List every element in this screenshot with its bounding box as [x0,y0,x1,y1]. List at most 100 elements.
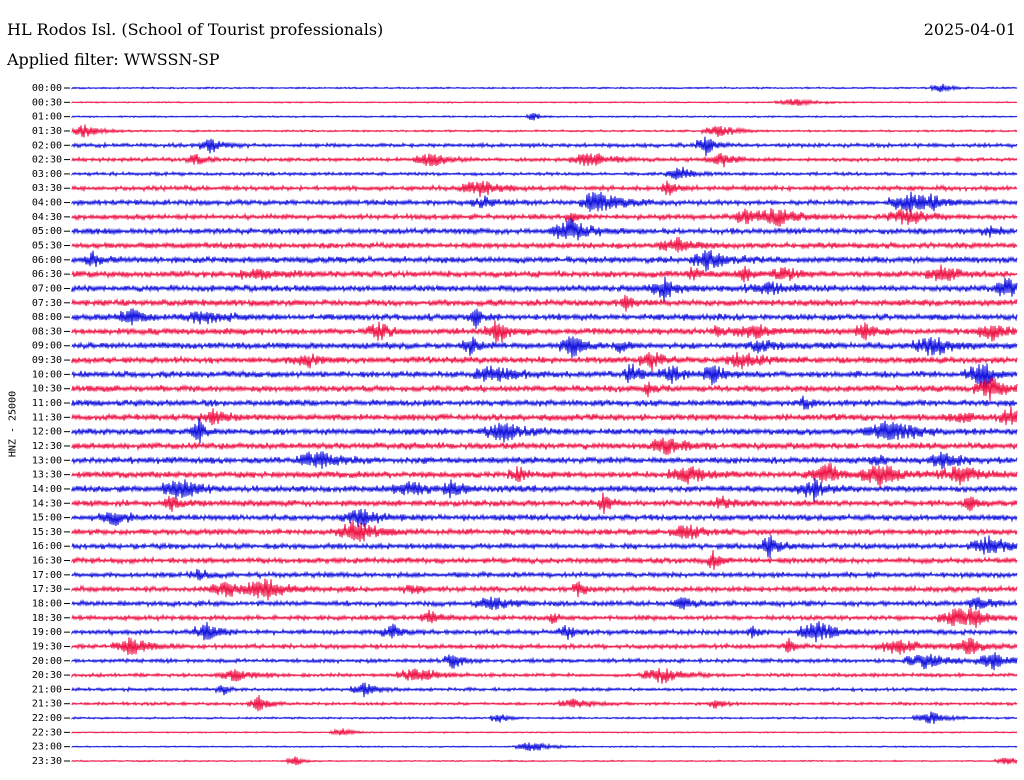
seismic-trace [71,637,1018,655]
row-time-label: 10:30 [32,384,62,395]
row-time-label: 20:30 [32,670,62,681]
row-time-label: 09:30 [32,355,62,366]
seismic-trace [71,478,1018,503]
seismic-trace [71,578,1018,601]
row-time-label: 19:30 [32,641,62,652]
seismic-trace [71,492,1018,515]
seismic-trace [71,652,1018,671]
seismic-trace [71,742,1018,752]
row-time-label: 10:00 [32,369,62,380]
seismic-trace [71,320,1018,344]
row-time-label: 07:00 [32,283,62,294]
seismic-trace [71,377,1018,401]
row-time-label: 21:30 [32,699,62,710]
row-time-label: 14:00 [32,484,62,495]
seismic-trace [71,217,1018,241]
row-time-label: 04:30 [32,212,62,223]
row-time-label: 05:30 [32,241,62,252]
row-time-label: 01:30 [32,126,62,137]
row-time-label: 18:30 [32,613,62,624]
seismic-trace [71,351,1018,372]
row-time-label: 06:00 [32,255,62,266]
seismic-trace [71,124,1018,138]
row-time-label: 17:00 [32,570,62,581]
row-time-label: 00:00 [32,83,62,94]
seismic-trace [71,250,1018,272]
seismic-trace [71,236,1018,253]
row-time-label: 06:30 [32,269,62,280]
row-time-label: 20:00 [32,656,62,667]
seismic-trace [71,621,1018,643]
row-time-label: 13:30 [32,470,62,481]
station-title: HL Rodos Isl. (School of Tourist profess… [7,20,384,39]
seismic-trace [71,180,1018,198]
row-time-label: 00:30 [32,97,62,108]
seismic-trace [71,549,1018,570]
row-time-label: 09:00 [32,341,62,352]
row-time-label: 02:30 [32,155,62,166]
seismic-trace [71,276,1018,302]
seismic-trace [71,437,1018,456]
seismic-trace [71,98,1018,107]
row-time-label: 13:00 [32,455,62,466]
row-time-label: 19:00 [32,627,62,638]
row-time-label: 11:30 [32,412,62,423]
row-time-label: 22:30 [32,727,62,738]
row-time-label: 12:30 [32,441,62,452]
seismic-trace [71,83,1018,93]
seismic-trace [71,207,1018,227]
seismic-trace [71,136,1018,157]
seismic-trace [71,264,1018,283]
seismic-trace [71,535,1018,558]
row-time-label: 07:30 [32,298,62,309]
seismic-trace [71,395,1018,410]
seismic-trace [71,695,1018,712]
row-time-label: 12:00 [32,427,62,438]
seismic-trace [71,152,1018,168]
row-time-label: 04:00 [32,198,62,209]
seismic-trace [71,294,1018,312]
row-time-label: 05:00 [32,226,62,237]
seismic-trace [71,336,1018,358]
seismic-trace [71,596,1018,611]
seismic-trace [71,568,1018,581]
row-time-label: 16:30 [32,556,62,567]
seismic-trace [71,711,1018,725]
seismic-trace [71,112,1018,121]
date-label: 2025-04-01 [923,20,1016,39]
row-time-label: 03:30 [32,183,62,194]
row-time-label: 01:00 [32,112,62,123]
row-time-label: 17:30 [32,584,62,595]
seismic-trace [71,363,1018,388]
row-time-label: 21:00 [32,684,62,695]
row-time-label: 03:00 [32,169,62,180]
seismic-trace [71,682,1018,698]
seismic-trace [71,607,1018,629]
row-time-label: 16:00 [32,541,62,552]
row-time-label: 15:00 [32,513,62,524]
row-time-label: 08:00 [32,312,62,323]
row-time-label: 23:00 [32,742,62,753]
row-time-label: 23:30 [32,756,62,767]
seismic-trace [71,308,1018,329]
seismic-trace [71,417,1018,444]
row-time-label: 22:00 [32,713,62,724]
row-time-label: 08:30 [32,326,62,337]
seismic-trace [71,406,1018,426]
filter-label: Applied filter: WWSSN-SP [7,50,220,69]
row-time-label: 02:00 [32,140,62,151]
seismic-trace [71,756,1018,766]
seismic-trace [71,668,1018,684]
seismic-trace [71,728,1018,736]
seismic-trace [71,191,1018,213]
seismic-trace [71,520,1018,542]
seismic-trace [71,508,1018,528]
seismic-trace [71,166,1018,180]
seismic-trace [71,463,1018,488]
row-time-label: 15:30 [32,527,62,538]
seismic-trace [71,451,1018,470]
row-time-label: 14:30 [32,498,62,509]
row-time-label: 18:00 [32,598,62,609]
row-time-label: 11:00 [32,398,62,409]
